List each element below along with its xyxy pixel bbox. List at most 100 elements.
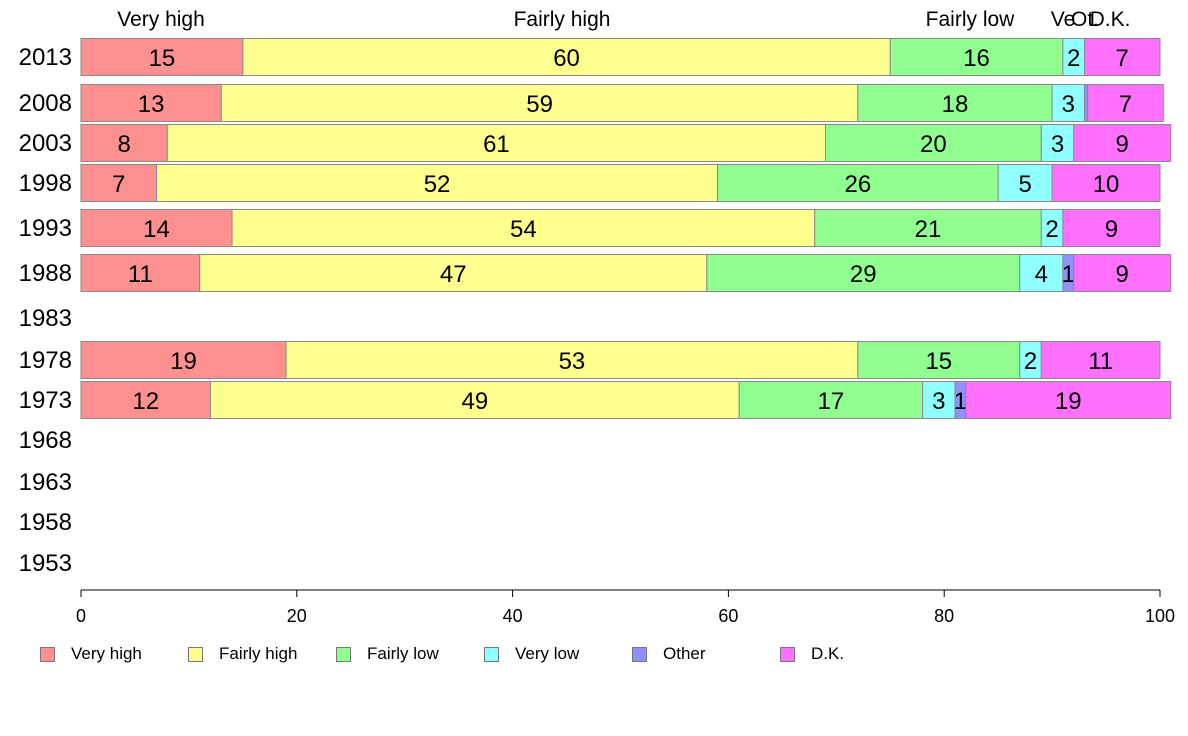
data-label: 7 [112,171,125,198]
bar-segment [1073,124,1172,162]
x-tick-label: 20 [287,606,307,626]
bar-segment [814,209,1042,247]
series-top-label: Fairly high [514,8,611,31]
category-label: 2003 [19,130,72,157]
category-label: 1958 [19,509,72,536]
category-label: 1988 [19,260,72,287]
legend-label: D.K. [811,644,845,663]
data-label: 21 [915,216,942,243]
bar-segment [717,164,999,202]
data-label: 13 [138,91,165,118]
data-label: 2 [1024,348,1037,375]
data-label: 2 [1045,216,1058,243]
data-label: 3 [1051,131,1064,158]
data-label: 5 [1018,171,1031,198]
data-label: 11 [1088,348,1113,375]
legend-label: Very high [71,644,142,663]
data-label: 49 [461,388,488,415]
data-label: 15 [149,45,176,72]
data-label: 17 [818,388,845,415]
category-label: 1978 [19,347,72,374]
category-label: 1953 [19,550,72,577]
legend-swatch [780,646,795,662]
bar-segment [80,381,211,419]
x-tick-label: 40 [503,606,523,626]
bar-segment [1087,84,1164,122]
bar-segment [80,341,287,379]
data-label: 60 [553,45,580,72]
category-label: 1983 [19,305,72,332]
bar-segment [889,38,1064,76]
category-label: 2013 [19,44,72,71]
data-label: 18 [942,91,969,118]
x-tick-label: 80 [934,606,954,626]
bar-segment [80,38,244,76]
bar-segment [199,254,708,292]
data-label: 7 [1119,91,1132,118]
bar-segment [80,124,168,162]
bar-segment [166,124,827,162]
bar-segment [997,164,1053,202]
data-label: 1 [1062,261,1075,288]
data-label: 15 [925,348,952,375]
data-label: 4 [1035,261,1048,288]
chart-legend: Very high Fairly high Fairly low Very low Ot… [40,644,928,664]
data-label: 2 [1067,45,1080,72]
data-label: 7 [1116,45,1129,72]
bar-segment [857,84,1053,122]
category-label: 2008 [19,90,72,117]
category-label: 1963 [19,469,72,496]
legend-label: Fairly high [219,644,298,663]
series-top-label: Ve [1051,8,1076,31]
data-label: 9 [1105,216,1118,243]
legend-item: Fairly high [188,644,318,664]
data-label: 3 [932,388,945,415]
legend-item: D.K. [780,644,910,664]
bar-segment [242,38,891,76]
series-top-label: D.K. [1090,8,1131,31]
data-label: 11 [128,261,153,288]
data-label: 20 [920,131,947,158]
data-label: 9 [1116,261,1129,288]
data-label: 16 [963,45,990,72]
bar-segment [922,381,956,419]
legend-item: Very low [484,644,614,664]
bar-segment [825,124,1042,162]
data-label: 3 [1062,91,1075,118]
data-label: 14 [143,216,170,243]
legend-label: Fairly low [367,644,439,663]
category-label: 1993 [19,215,72,242]
bar-segment [1051,84,1085,122]
legend-swatch [632,646,647,662]
data-label: 10 [1093,171,1120,198]
bar-segment [80,209,233,247]
legend-swatch [40,646,55,662]
legend-label: Very low [515,644,580,663]
data-label: 26 [845,171,872,198]
data-label: 54 [510,216,537,243]
bar-segment [156,164,719,202]
data-label: 1 [954,388,967,415]
bar-segment [857,341,1021,379]
bar-segment [80,84,222,122]
bar-segment [1051,164,1161,202]
series-top-label: Ot. [1071,8,1099,31]
series-top-label: Very high [117,8,205,31]
data-label: 52 [424,171,451,198]
category-label: 1973 [19,387,72,414]
x-tick-label: 100 [1145,606,1175,626]
legend-item: Very high [40,644,170,664]
bar-segment [1040,341,1161,379]
x-tick-label: 60 [718,606,738,626]
bar-segment [209,381,740,419]
data-label: 9 [1116,131,1129,158]
data-label: 47 [440,261,467,288]
legend-swatch [336,646,351,662]
data-label: 8 [117,131,130,158]
data-label: 59 [526,91,553,118]
legend-item: Other [632,644,762,664]
data-label: 12 [132,388,159,415]
bar-segment [1019,254,1064,292]
legend-item: Fairly low [336,644,466,664]
